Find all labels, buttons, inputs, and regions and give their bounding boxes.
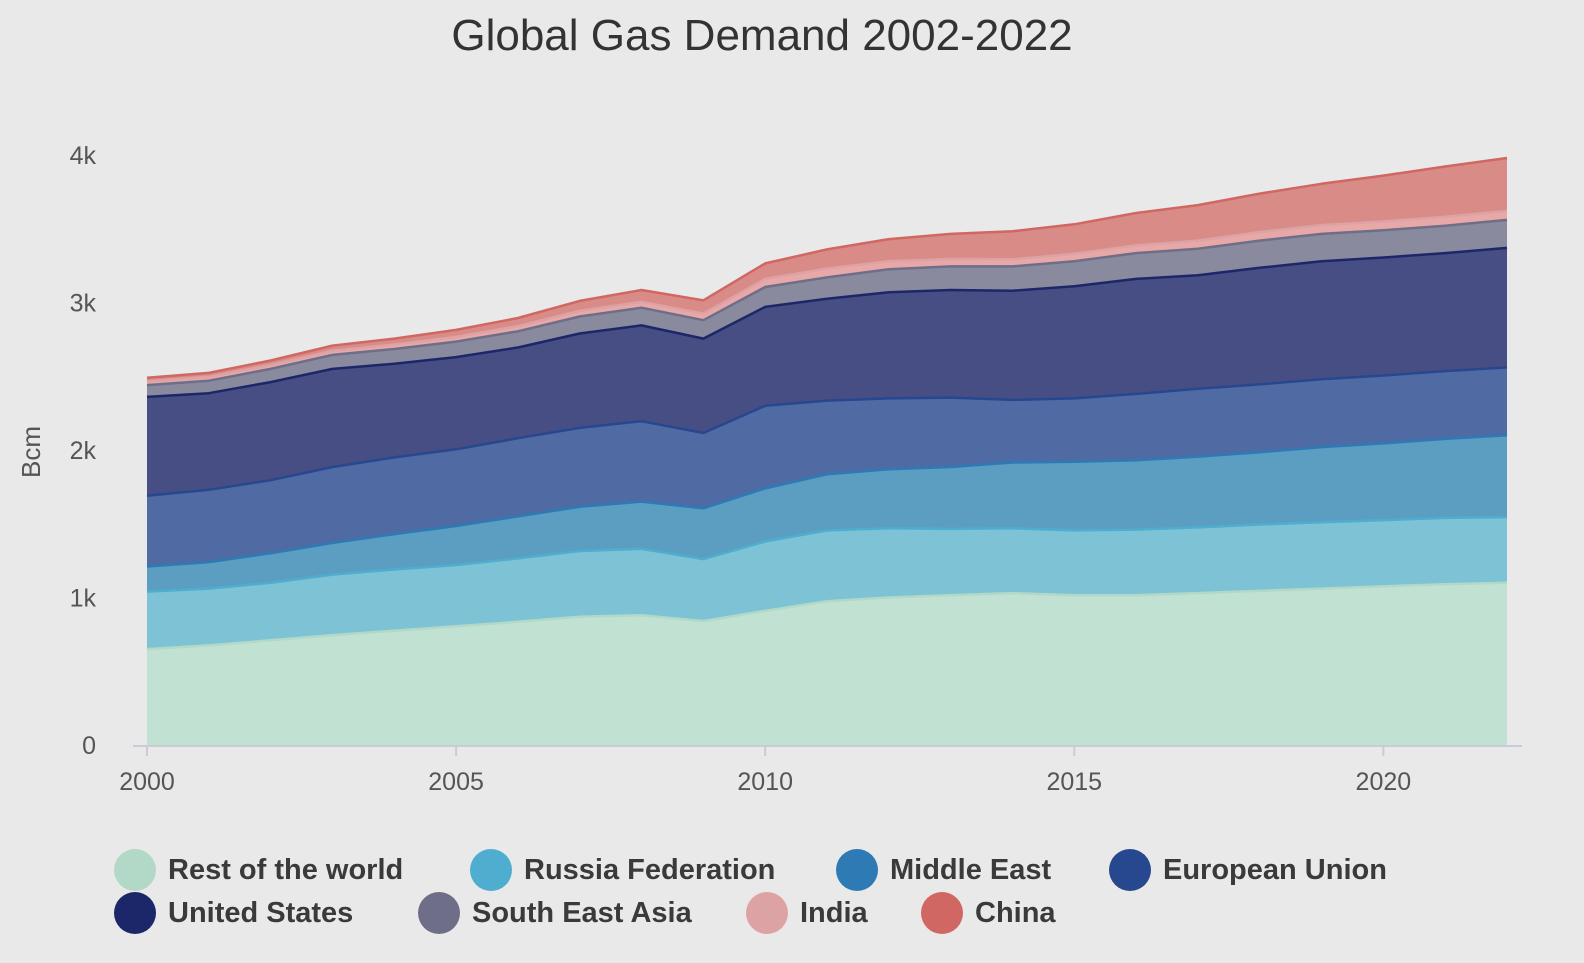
- legend-swatch: [470, 849, 512, 891]
- x-tick-label: 2015: [1046, 768, 1102, 796]
- legend-swatch: [921, 892, 963, 934]
- legend-label: China: [975, 896, 1056, 929]
- legend-item-united-states[interactable]: United States: [114, 891, 353, 935]
- series-line-group: [146, 156, 1508, 651]
- line-india: [146, 209, 1508, 383]
- area-russia-federation: [147, 517, 1507, 650]
- x-tick-label: 2020: [1356, 768, 1412, 796]
- legend-item-russia-federation[interactable]: Russia Federation: [470, 848, 775, 892]
- line-russia-federation: [146, 515, 1508, 593]
- area-south-east-asia: [147, 219, 1507, 397]
- area-middle-east: [147, 435, 1507, 592]
- x-tick-label: 2000: [119, 768, 175, 796]
- line-middle-east: [146, 434, 1508, 568]
- area-european-union: [147, 367, 1507, 567]
- legend-label: European Union: [1163, 853, 1387, 886]
- line-european-union: [146, 366, 1508, 497]
- legend-swatch: [836, 849, 878, 891]
- legend-label: Russia Federation: [524, 853, 776, 886]
- y-axis-label: Bcm: [16, 426, 46, 478]
- legend-label: Middle East: [890, 853, 1052, 886]
- x-tick-label: 2005: [428, 768, 484, 796]
- chart-title: Global Gas Demand 2002-2022: [451, 11, 1072, 60]
- area-india: [147, 211, 1507, 386]
- legend-item-india[interactable]: India: [746, 891, 868, 935]
- legend-label: India: [800, 896, 868, 929]
- y-tick-label: 0: [82, 732, 96, 760]
- x-axis-ticks: 2000 2005 2010 2015 2020: [119, 746, 1411, 796]
- line-china: [146, 156, 1508, 379]
- legend-swatch: [114, 892, 156, 934]
- area-china: [147, 158, 1507, 382]
- legend-swatch: [746, 892, 788, 934]
- legend-item-rest-of-the-world[interactable]: Rest of the world: [114, 848, 403, 892]
- legend-label: Rest of the world: [168, 853, 404, 886]
- y-tick-label: 3k: [70, 290, 97, 318]
- area-series-group: [147, 158, 1507, 745]
- line-rest-of-the-world: [146, 581, 1508, 651]
- line-south-east-asia: [146, 218, 1508, 387]
- legend-item-south-east-asia[interactable]: South East Asia: [418, 891, 692, 935]
- x-tick-label: 2010: [737, 768, 793, 796]
- area-rest-of-the-world: [147, 582, 1507, 745]
- legend-swatch: [1109, 849, 1151, 891]
- y-tick-label: 2k: [70, 437, 97, 465]
- line-united-states: [146, 246, 1508, 399]
- legend-item-european-union[interactable]: European Union: [1109, 848, 1387, 892]
- legend-label: United States: [168, 896, 354, 929]
- legend-item-middle-east[interactable]: Middle East: [836, 848, 1051, 892]
- legend-item-china[interactable]: China: [921, 891, 1056, 935]
- legend-label: South East Asia: [472, 896, 692, 929]
- y-axis-ticks: 0 1k 2k 3k 4k: [70, 142, 97, 760]
- y-tick-label: 4k: [70, 142, 97, 170]
- legend-swatch: [418, 892, 460, 934]
- area-united-states: [147, 247, 1507, 496]
- y-tick-label: 1k: [70, 585, 97, 613]
- legend-swatch: [114, 849, 156, 891]
